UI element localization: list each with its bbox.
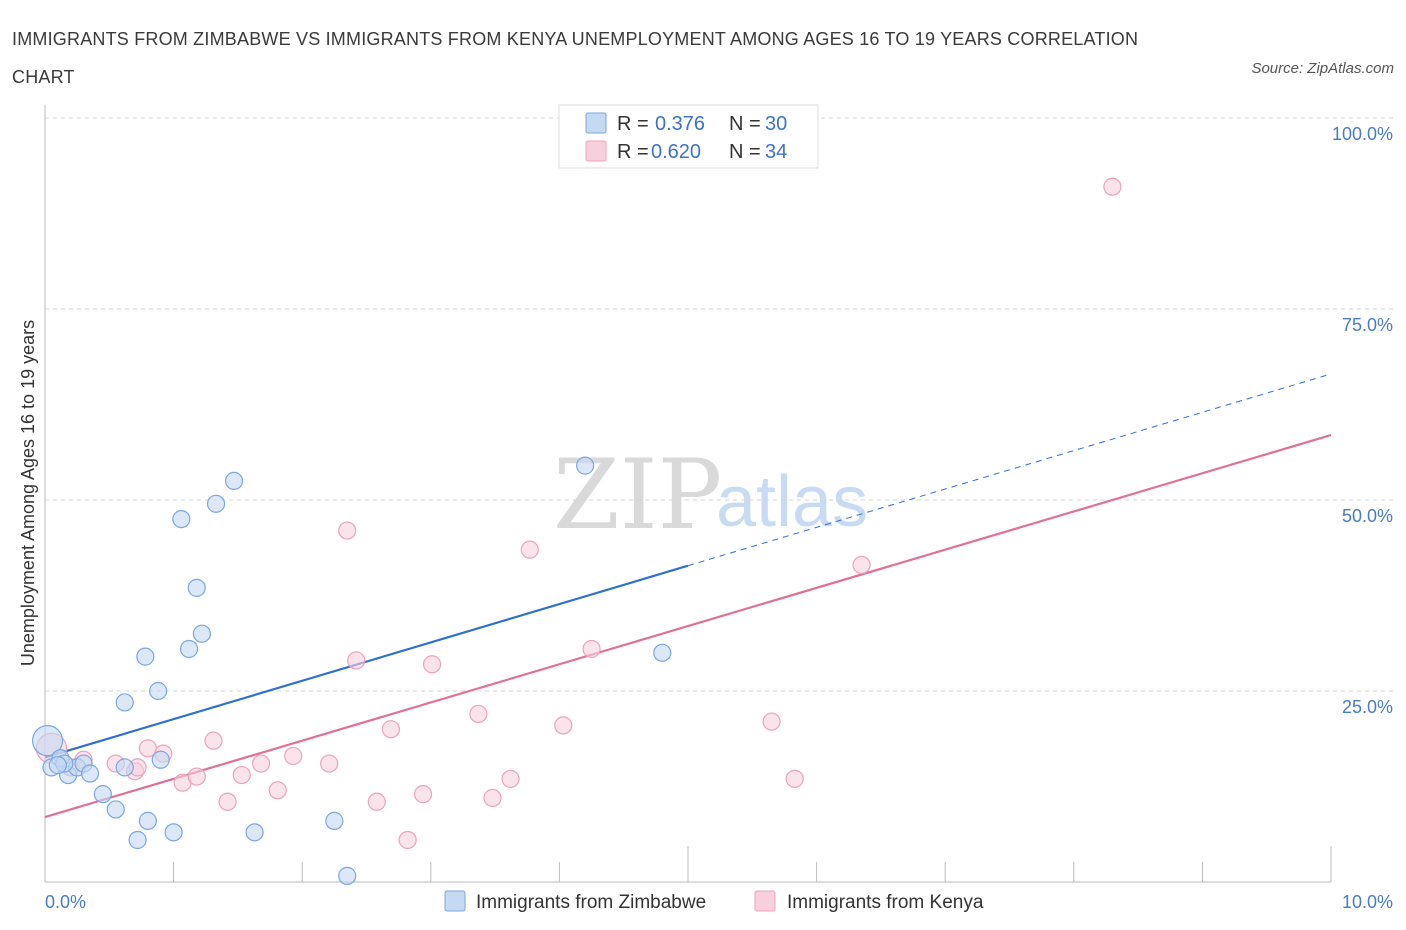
data-point-kenya-26 xyxy=(520,540,539,559)
legend-n-label-kenya: N = xyxy=(729,141,761,163)
data-point-kenya-22 xyxy=(422,655,442,674)
data-point-kenya-10 xyxy=(218,792,237,811)
trend-line-solid-1 xyxy=(44,434,1332,819)
data-point-kenya-19 xyxy=(381,720,401,739)
data-point-zimbabwe-27 xyxy=(115,693,134,712)
data-point-zimbabwe-22 xyxy=(245,823,264,842)
data-point-kenya-32 xyxy=(1103,177,1122,196)
legend-n-label-zimbabwe: N = xyxy=(729,113,761,135)
x-tick-label-min: 0.0% xyxy=(45,892,86,912)
legend-r-value-kenya: 0.620 xyxy=(651,141,701,163)
data-point-zimbabwe-11 xyxy=(136,647,155,666)
bottom-legend: Immigrants from Zimbabwe Immigrants from… xyxy=(444,890,984,913)
bottom-legend-swatch-kenya xyxy=(754,890,776,912)
data-point-kenya-14 xyxy=(284,746,303,766)
data-point-kenya-30 xyxy=(785,769,804,788)
data-point-kenya-16 xyxy=(338,521,357,540)
watermark-zip: ZIP xyxy=(553,439,722,551)
data-point-kenya-13 xyxy=(268,781,287,800)
data-point-zimbabwe-0 xyxy=(31,725,64,757)
legend-r-label-kenya: R = xyxy=(617,141,649,163)
legend-swatch-zimbabwe xyxy=(585,112,607,134)
data-point-kenya-17 xyxy=(347,651,366,670)
x-tick-label-max: 10.0% xyxy=(1342,892,1393,912)
data-point-kenya-11 xyxy=(232,765,251,785)
bottom-legend-label-kenya: Immigrants from Kenya xyxy=(787,892,984,913)
trend-lines xyxy=(44,373,1332,819)
data-point-kenya-8 xyxy=(187,767,206,786)
y-tick-label-2: 50.0% xyxy=(1342,506,1393,526)
data-point-zimbabwe-29 xyxy=(48,756,67,775)
data-point-kenya-23 xyxy=(469,704,488,724)
data-points xyxy=(31,177,1122,885)
data-point-zimbabwe-21 xyxy=(224,471,244,490)
data-point-zimbabwe-19 xyxy=(192,624,211,643)
legend-r-label-zimbabwe: R = xyxy=(617,113,649,135)
legend-n-value-kenya: 34 xyxy=(765,141,787,163)
data-point-kenya-27 xyxy=(554,716,573,735)
bottom-legend-label-zimbabwe: Immigrants from Zimbabwe xyxy=(476,892,706,913)
legend-n-value-zimbabwe: 30 xyxy=(765,113,787,135)
trend-line-solid-0 xyxy=(44,564,689,759)
data-point-zimbabwe-10 xyxy=(128,830,147,850)
watermark: ZIP atlas xyxy=(553,439,868,551)
data-point-zimbabwe-14 xyxy=(151,750,170,769)
y-tick-labels: 100.0% 75.0% 50.0% 25.0% xyxy=(1332,124,1393,717)
data-point-zimbabwe-6 xyxy=(80,764,100,783)
data-point-zimbabwe-20 xyxy=(206,494,226,513)
trend-line-dashed-0 xyxy=(687,373,1332,567)
gridlines xyxy=(45,117,1393,692)
data-point-kenya-29 xyxy=(762,712,781,731)
data-point-kenya-21 xyxy=(413,785,433,804)
y-tick-label-0: 100.0% xyxy=(1332,124,1393,144)
y-axis-label: Unemployment Among Ages 16 to 19 years xyxy=(18,320,38,666)
bottom-legend-swatch-zimbabwe xyxy=(444,890,466,912)
chart-title: IMMIGRANTS FROM ZIMBABWE VS IMMIGRANTS F… xyxy=(12,29,1139,87)
legend-box: R = 0.376 N = 30 R = 0.620 N = 34 xyxy=(558,104,819,169)
data-point-kenya-31 xyxy=(852,555,871,575)
data-point-zimbabwe-18 xyxy=(187,578,206,597)
data-point-zimbabwe-9 xyxy=(115,758,134,777)
y-tick-label-1: 75.0% xyxy=(1342,315,1393,335)
data-point-zimbabwe-17 xyxy=(179,639,199,659)
data-point-kenya-28 xyxy=(582,639,601,659)
data-point-zimbabwe-24 xyxy=(338,866,357,885)
legend-r-value-zimbabwe: 0.376 xyxy=(655,113,705,135)
data-point-zimbabwe-26 xyxy=(653,643,672,662)
data-point-kenya-12 xyxy=(251,754,271,773)
x-tick-labels: 0.0% 10.0% xyxy=(45,892,1393,912)
data-point-zimbabwe-25 xyxy=(576,456,595,475)
data-point-zimbabwe-7 xyxy=(93,785,112,804)
data-point-kenya-20 xyxy=(398,830,417,850)
data-point-zimbabwe-8 xyxy=(106,800,125,819)
watermark-atlas: atlas xyxy=(716,462,868,542)
data-point-kenya-9 xyxy=(204,731,223,750)
y-tick-label-3: 25.0% xyxy=(1342,697,1393,717)
data-point-zimbabwe-16 xyxy=(172,509,191,529)
data-point-kenya-25 xyxy=(501,769,520,788)
legend-swatch-kenya xyxy=(585,140,607,162)
data-point-zimbabwe-23 xyxy=(325,811,344,830)
data-point-zimbabwe-12 xyxy=(138,811,157,830)
data-point-zimbabwe-13 xyxy=(149,681,168,701)
data-point-kenya-15 xyxy=(320,754,339,773)
data-point-kenya-18 xyxy=(367,792,386,811)
chart-source: Source: ZipAtlas.com xyxy=(1251,60,1394,77)
data-point-kenya-24 xyxy=(483,788,502,808)
data-point-zimbabwe-15 xyxy=(164,823,183,842)
